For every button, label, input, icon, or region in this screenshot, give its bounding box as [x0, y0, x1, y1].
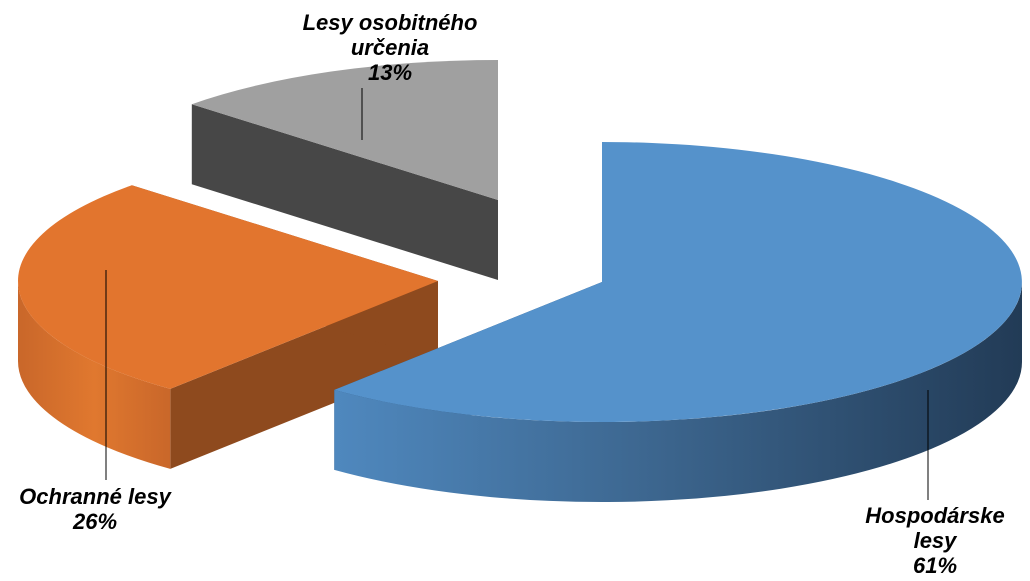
- slice-category-line: Lesy osobitného: [302, 10, 478, 35]
- slice-percent: 13%: [367, 60, 413, 85]
- pie-slice-2: [191, 60, 499, 280]
- slice-category-line: Hospodárske: [865, 503, 1005, 528]
- slice-percent: 61%: [912, 553, 958, 578]
- slice-top-face: [334, 142, 1022, 423]
- slice-top-face: [191, 60, 499, 200]
- slice-label-hospodarske-lesy: Hospodárske lesy 61%: [840, 503, 1030, 578]
- slice-category-line: lesy: [913, 528, 957, 553]
- slice-outer-wall: [334, 282, 1022, 503]
- slice-label-ochranne-lesy: Ochranné lesy 26%: [5, 484, 185, 534]
- slice-category-line: Ochranné lesy: [19, 484, 171, 509]
- slice-percent: 26%: [72, 509, 118, 534]
- slice-outer-wall: [17, 281, 171, 469]
- pie-slice-1: [17, 185, 439, 469]
- slice-top-face: [18, 185, 438, 389]
- slice-category-line: určenia: [350, 35, 430, 60]
- pie-slice-0: [334, 142, 1022, 503]
- slice-label-lesy-osobitneho-urcenia: Lesy osobitného určenia 13%: [270, 10, 510, 85]
- slice-cut-face: [191, 104, 499, 280]
